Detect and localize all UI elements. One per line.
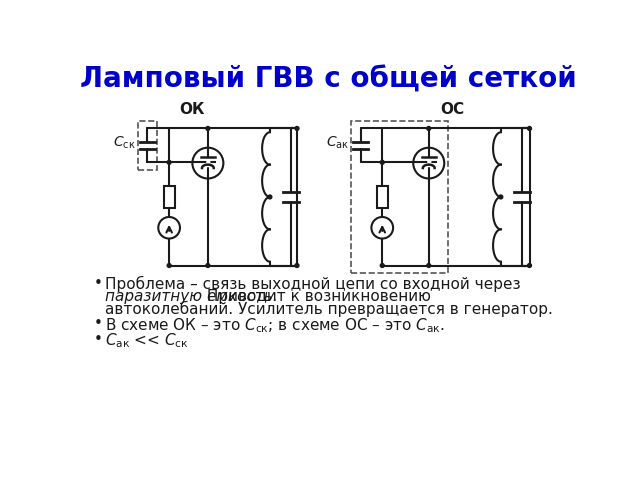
Text: Проблема – связь выходной цепи со входной через: Проблема – связь выходной цепи со входно… [105, 276, 520, 292]
Text: $C_{\sf ак}$ << $C_{\sf ск}$: $C_{\sf ак}$ << $C_{\sf ск}$ [105, 332, 189, 350]
Text: $C_{\sf ск}$: $C_{\sf ск}$ [113, 134, 136, 151]
Text: Ламповый ГВВ с общей сеткой: Ламповый ГВВ с общей сеткой [79, 65, 577, 93]
Circle shape [527, 127, 531, 131]
Circle shape [380, 264, 384, 267]
Text: •: • [94, 316, 103, 331]
Circle shape [206, 264, 210, 267]
Circle shape [295, 127, 299, 131]
Text: $C_{\sf ак}$: $C_{\sf ак}$ [326, 134, 349, 151]
Text: •: • [94, 276, 103, 291]
Bar [351, 121, 448, 273]
Circle shape [295, 264, 299, 267]
Text: паразитную емкость.: паразитную емкость. [105, 288, 277, 304]
Text: •: • [94, 332, 103, 347]
Circle shape [499, 195, 503, 199]
Circle shape [268, 195, 272, 199]
Circle shape [167, 160, 171, 164]
Circle shape [206, 127, 210, 131]
Bar [138, 121, 157, 170]
Circle shape [380, 160, 384, 164]
Text: ОС: ОС [440, 102, 464, 117]
Circle shape [167, 264, 171, 267]
Circle shape [427, 127, 431, 131]
Text: автоколебаний. Усилитель превращается в генератор.: автоколебаний. Усилитель превращается в … [105, 301, 553, 317]
Circle shape [427, 264, 431, 267]
Bar [164, 186, 175, 208]
Text: В схеме ОК – это $C_{\sf ск}$; в схеме ОС – это $C_{\sf ак}$.: В схеме ОК – это $C_{\sf ск}$; в схеме О… [105, 316, 445, 335]
Text: ОК: ОК [180, 102, 205, 117]
Circle shape [527, 264, 531, 267]
Bar [377, 186, 388, 208]
Text: Приводит к возникновению: Приводит к возникновению [202, 288, 431, 304]
